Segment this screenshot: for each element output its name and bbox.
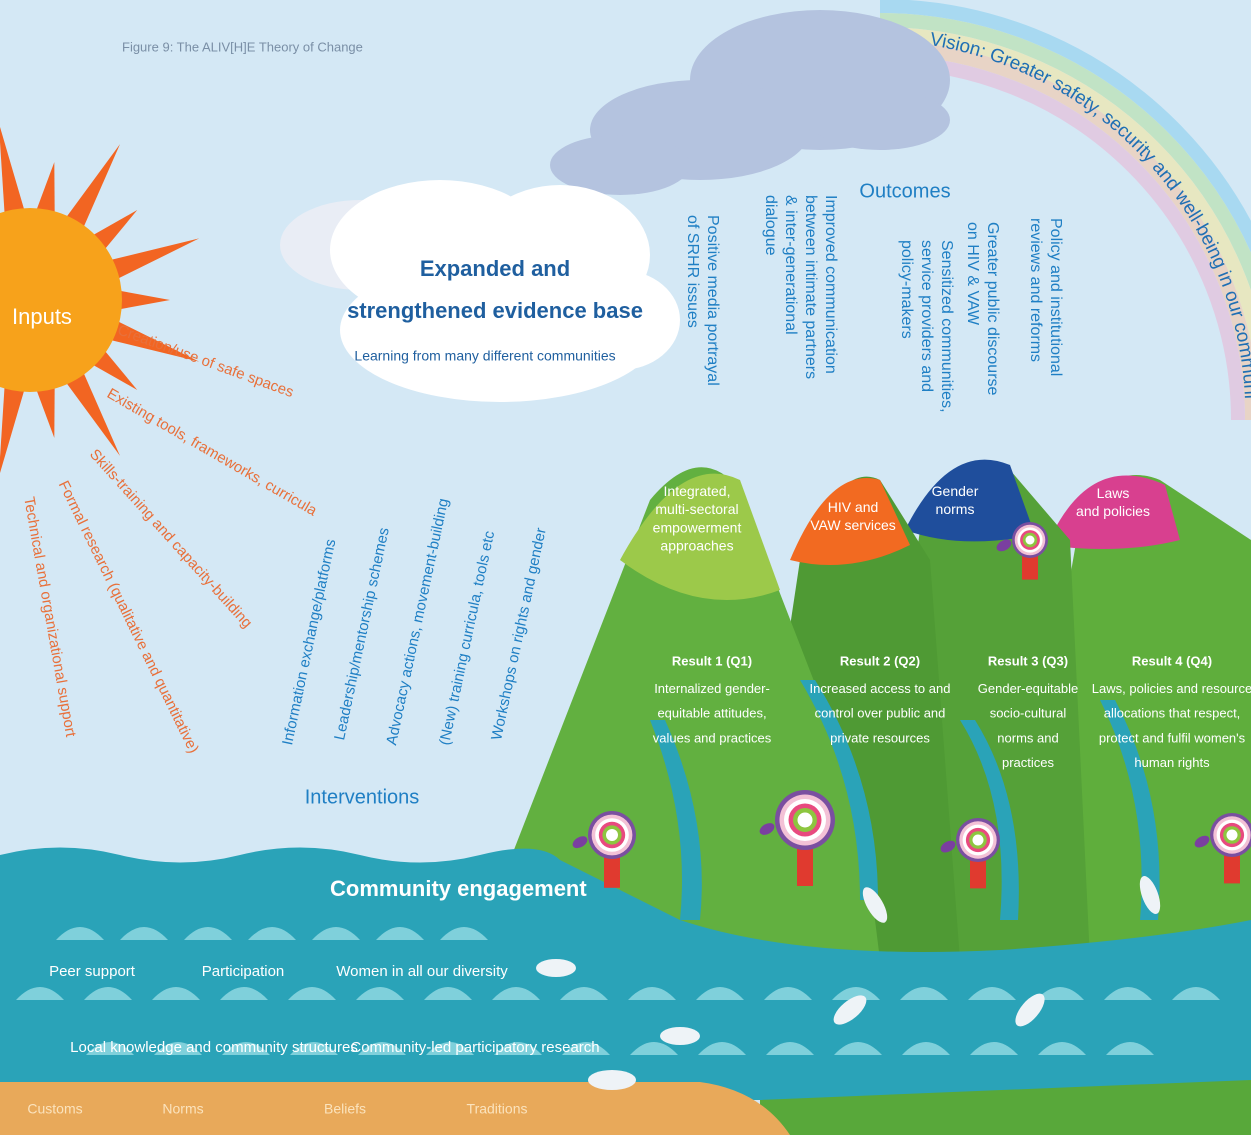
flower-ring: [1026, 536, 1035, 545]
evidence-title-line: Expanded and: [420, 256, 570, 281]
evidence-title-line: strengthened evidence base: [347, 298, 643, 323]
flower-ring: [606, 829, 618, 841]
ground-item: Customs: [27, 1101, 82, 1117]
ground-item: Norms: [162, 1101, 203, 1117]
flower-ring: [973, 835, 984, 846]
result-text-line: Gender-equitable: [978, 681, 1078, 696]
outcome-item-line: on HIV & VAW: [964, 222, 981, 326]
outcome-item-line: between intimate partners: [802, 195, 819, 379]
page: Figure 9: The ALIV[H]E Theory of Change …: [0, 0, 1251, 1135]
outcome-item-line: Greater public discourse: [984, 222, 1001, 396]
result-text-line: Internalized gender-: [654, 681, 770, 696]
result-label: Result 1 (Q1): [672, 653, 752, 668]
result-label: Result 2 (Q2): [840, 653, 920, 668]
result-text-line: socio-cultural: [990, 706, 1067, 721]
fish-shape: [660, 1027, 700, 1045]
outcome-item-line: of SRHR issues: [684, 215, 701, 328]
result-text-line: practices: [1002, 756, 1055, 771]
result-text-line: Increased access to and: [810, 681, 951, 696]
result-text: Internalized gender-equitable attitudes,…: [653, 681, 772, 745]
diagram: Figure 9: The ALIV[H]E Theory of Change …: [0, 0, 1251, 1135]
result-text-line: equitable attitudes,: [657, 706, 766, 721]
community-item: Participation: [202, 963, 285, 980]
mountain-label-line: Gender: [932, 483, 979, 499]
cloud-part: [810, 90, 950, 150]
figure-title: Figure 9: The ALIV[H]E Theory of Change: [122, 39, 363, 54]
result-text-line: allocations that respect,: [1104, 706, 1241, 721]
outcomes-label: Outcomes: [859, 180, 950, 202]
result-label: Result 3 (Q3): [988, 653, 1068, 668]
inputs-label: Inputs: [12, 304, 72, 329]
result-text-line: values and practices: [653, 731, 772, 746]
mountain-label-line: approaches: [660, 537, 733, 553]
ground-item: Traditions: [467, 1101, 528, 1117]
mountain-label-line: empowerment: [653, 519, 742, 535]
fish-shape: [588, 1070, 636, 1090]
sand: [0, 1082, 790, 1135]
result-label: Result 4 (Q4): [1132, 653, 1212, 668]
outcome-item-line: policy-makers: [898, 240, 915, 339]
community-item: Women in all our diversity: [336, 963, 508, 980]
mountain-label-line: Laws: [1097, 485, 1130, 501]
fish-shape: [536, 959, 576, 977]
result-text-line: private resources: [830, 731, 930, 746]
outcome-item-line: & inter-generational: [782, 195, 799, 335]
result-text-line: norms and: [997, 731, 1058, 746]
mountain-label-line: VAW services: [810, 517, 896, 533]
mountain-label-line: norms: [936, 501, 975, 517]
community-item: Peer support: [49, 963, 136, 980]
result-text: Increased access to and control over publ…: [810, 681, 951, 745]
mountain-label-line: HIV and: [828, 499, 879, 515]
outcome-item-line: reviews and reforms: [1027, 218, 1044, 362]
outcome-item-line: dialogue: [762, 195, 779, 256]
result-text-line: human rights: [1134, 756, 1210, 771]
result-text-line: protect and fulfil women's: [1099, 731, 1246, 746]
mountain-label-line: multi-sectoral: [655, 501, 738, 517]
outcome-item-line: Improved communication: [822, 195, 839, 374]
ground-item: Beliefs: [324, 1101, 366, 1117]
community-item: Local knowledge and community structures: [70, 1039, 358, 1056]
mountain-label-line: and policies: [1076, 503, 1150, 519]
outcome-item-line: service providers and: [918, 240, 935, 392]
result-text-line: Laws, policies and resource: [1092, 681, 1251, 696]
outcome-item-line: Positive media portrayal: [704, 215, 721, 386]
outcome-item-line: Sensitized communities,: [938, 240, 955, 413]
outcome-item-line: Policy and institutional: [1047, 218, 1064, 376]
result-text-line: control over public and: [815, 706, 946, 721]
flower-ring: [1227, 830, 1238, 841]
community-item: Community-led participatory research: [350, 1039, 599, 1056]
flower-ring: [798, 813, 813, 828]
community-label: Community engagement: [330, 876, 587, 901]
interventions-label: Interventions: [305, 786, 420, 808]
mountain-label-line: Integrated,: [664, 483, 731, 499]
evidence-subtitle: Learning from many different communities: [354, 348, 615, 364]
